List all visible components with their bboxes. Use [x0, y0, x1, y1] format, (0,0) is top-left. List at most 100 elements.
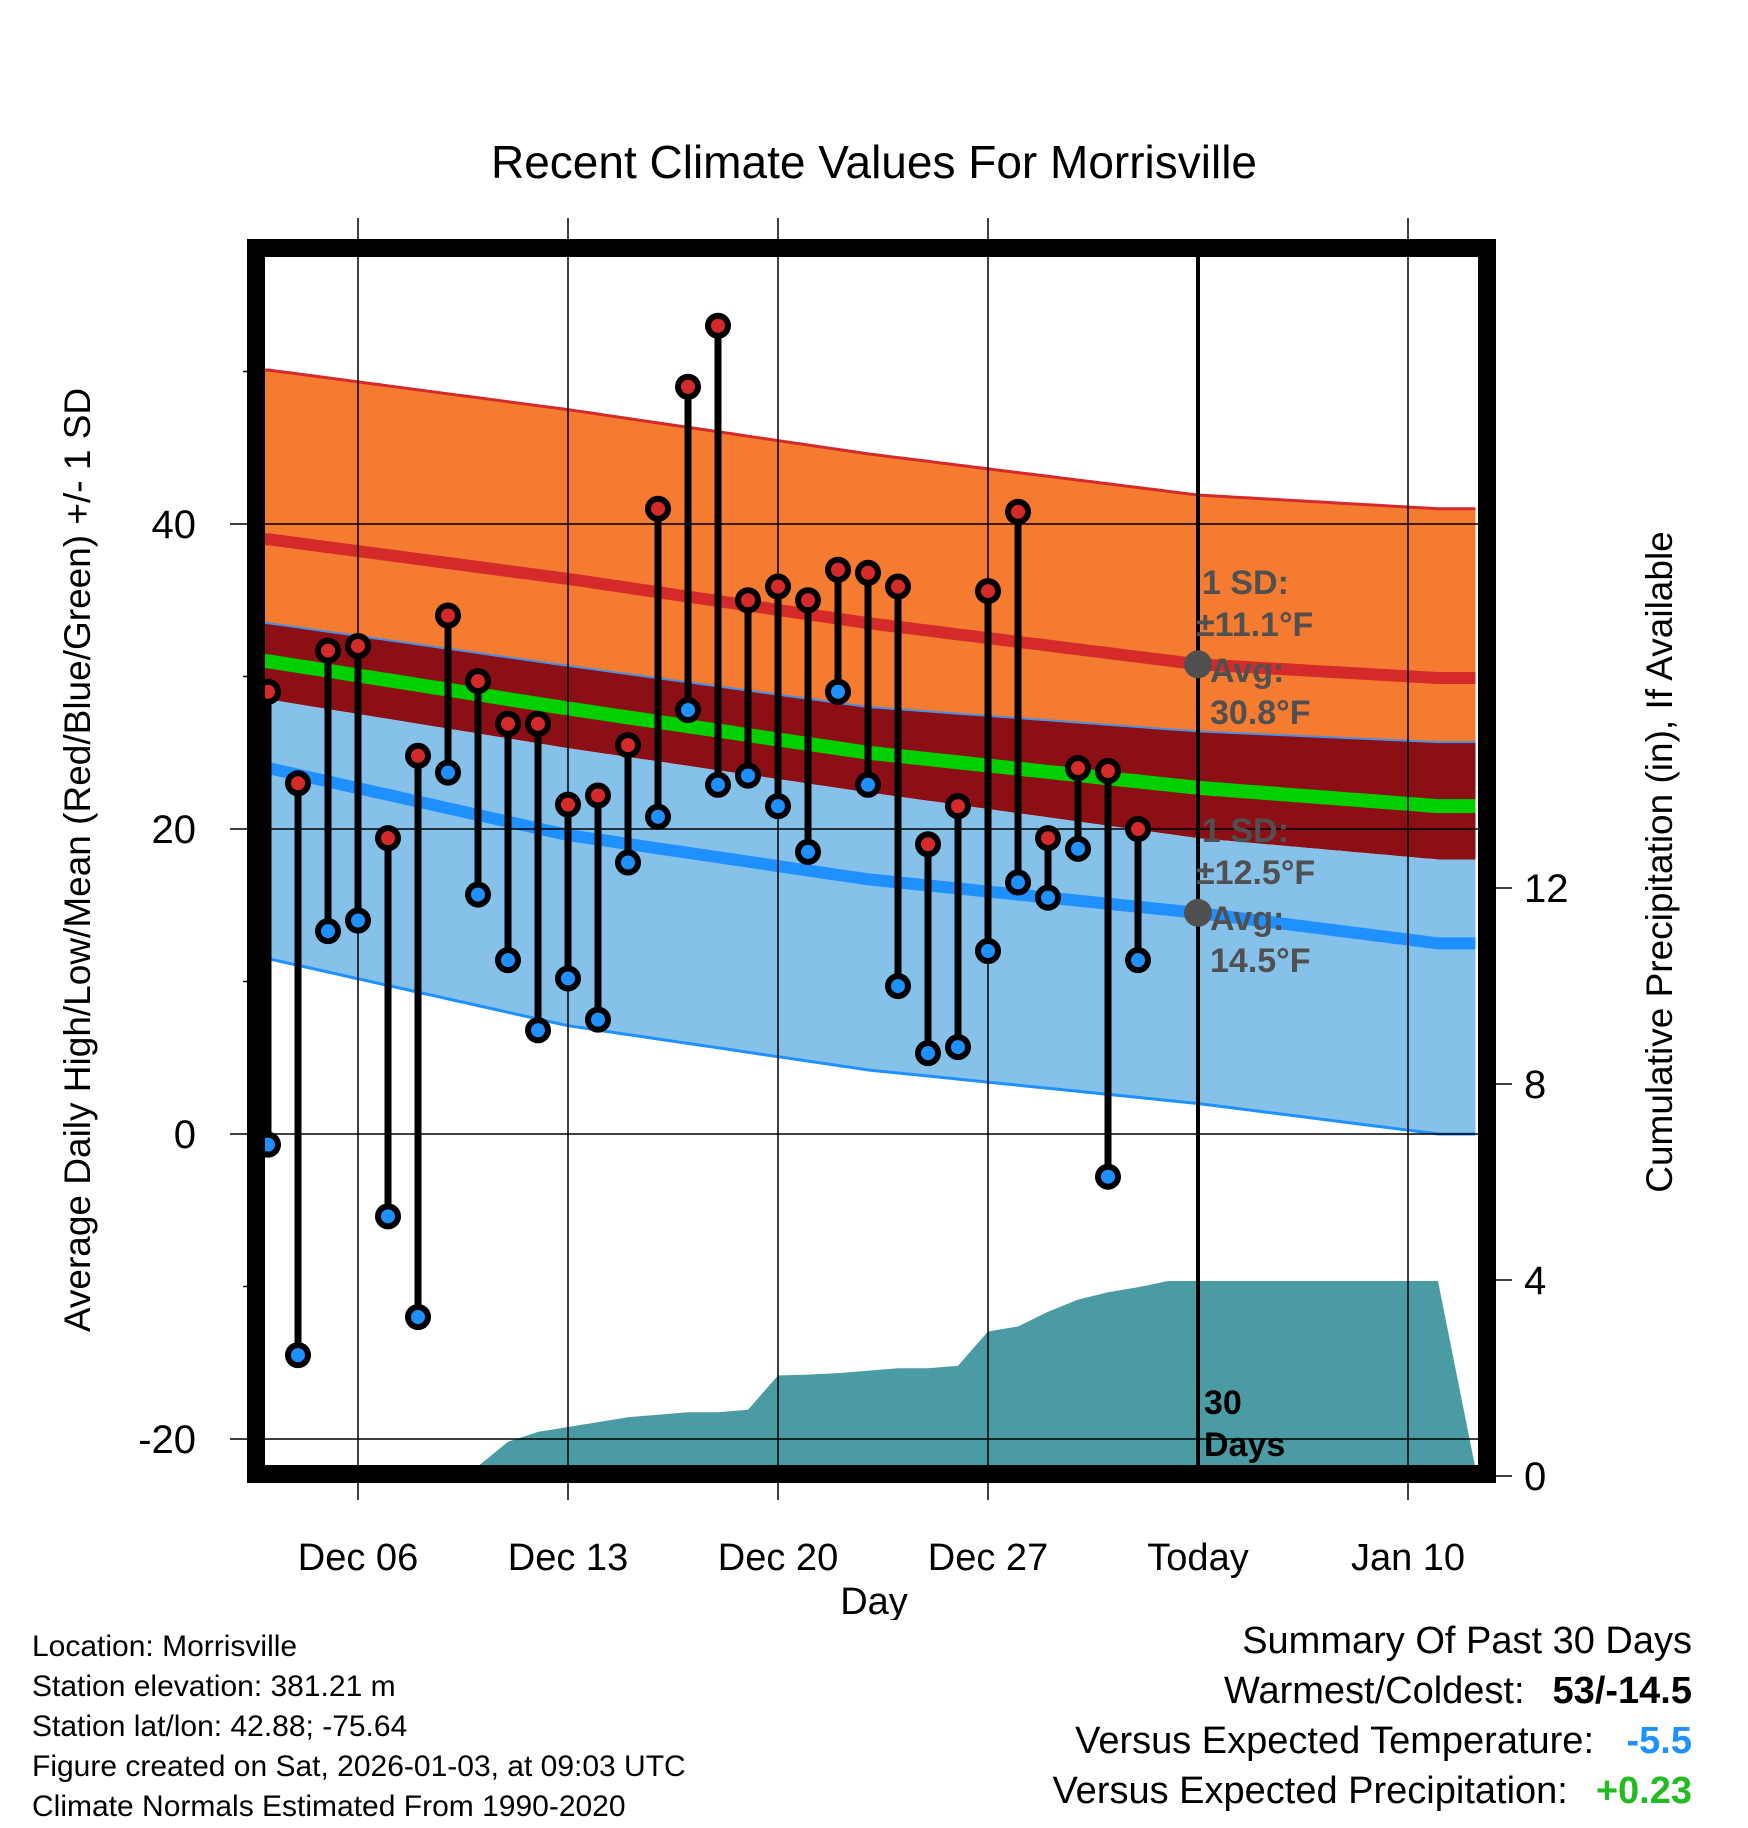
daily-high-point [1125, 816, 1151, 842]
daily-low-point [645, 803, 671, 830]
chart-title: Recent Climate Values For Morrisville [491, 136, 1257, 188]
low-avg-marker [1184, 898, 1212, 927]
daily-high-point [345, 633, 371, 659]
daily-high-point [405, 742, 431, 769]
low-sd-lower-line [253, 957, 1476, 1136]
daily-low-point [1065, 835, 1091, 862]
location-text: Location: Morrisville [32, 1630, 298, 1663]
daily-high-point [585, 782, 611, 809]
plot-frame [247, 239, 1496, 1483]
x-tick-label: Dec 13 [508, 1537, 628, 1579]
plot-area: 1 SD: ±11.1°F Avg: 30.8°F 1 SD: ±12.5°F Avg: 14… [138, 218, 1569, 1579]
precip-tick-label: 8 [1524, 1063, 1546, 1107]
precip-area [358, 1281, 1477, 1476]
station-info: Location: Morrisville Station elevation:… [32, 1627, 686, 1827]
elevation-text: Station elevation: 381.21 m [32, 1670, 396, 1703]
daily-low-point [705, 771, 731, 798]
daily-high-point [945, 793, 971, 820]
daily-low-point [405, 1304, 431, 1330]
daily-high-point [495, 710, 521, 737]
daily-high-point [885, 573, 911, 600]
y-tick-label: 40 [152, 503, 197, 547]
daily-low-point [1125, 947, 1151, 974]
y-tick-label: -20 [138, 1418, 196, 1462]
daily-low-point [735, 762, 761, 789]
warm-cold-label: Warmest/Coldest: [1223, 1670, 1525, 1712]
daily-high-point [1005, 498, 1031, 525]
daily-low-point [975, 938, 1001, 964]
low-sd-value: ±12.5°F [1196, 854, 1315, 892]
daily-high-point [855, 559, 881, 586]
high-sd-value: ±11.1°F [1196, 606, 1313, 644]
climate-chart: Recent Climate Values For Morrisville 1 … [57, 136, 1680, 1620]
high-sd-band [253, 370, 1476, 743]
warm-cold-value: 53/-14.5 [1552, 1670, 1692, 1712]
daily-high-point [615, 732, 641, 759]
daily-low-point [285, 1342, 311, 1369]
daily-high-point [465, 668, 491, 695]
daily-high-point [765, 573, 791, 600]
daily-low-point [855, 771, 881, 798]
daily-high-point [825, 556, 851, 583]
daily-low-point [1095, 1163, 1121, 1190]
daily-low-point [435, 759, 461, 786]
low-sd-label: 1 SD: [1202, 812, 1289, 850]
precip-delta-value: +0.23 [1595, 1770, 1692, 1812]
daily-low-point [675, 697, 701, 724]
daily-high-point [1065, 755, 1091, 781]
created-text: Figure created on Sat, 2026-01-03, at 09… [32, 1750, 686, 1783]
daily-high-point [645, 495, 671, 522]
latlon-text: Station lat/lon: 42.88; -75.64 [32, 1710, 408, 1743]
daily-low-point [885, 973, 911, 1000]
low-avg-value: 14.5°F [1210, 942, 1311, 980]
daily-high-point [975, 578, 1001, 605]
daily-high-point [1095, 758, 1121, 785]
daily-low-point [825, 678, 851, 705]
days-count-number: 30 [1204, 1384, 1242, 1422]
high-avg-marker [1184, 650, 1212, 679]
daily-low-point [615, 849, 641, 876]
x-axis-label: Day [840, 1581, 908, 1620]
x-tick-label: Today [1147, 1537, 1248, 1579]
daily-low-point [315, 918, 341, 945]
mean-sd-band [253, 623, 1476, 860]
x-tick-label: Jan 10 [1351, 1537, 1465, 1579]
temp-delta-value: -5.5 [1626, 1720, 1692, 1762]
daily-high-point [915, 831, 941, 858]
daily-low-point [765, 793, 791, 820]
x-tick-label: Dec 27 [928, 1537, 1048, 1579]
y-tick-label: 20 [152, 808, 197, 852]
daily-low-point [375, 1203, 401, 1230]
daily-high-point [795, 587, 821, 614]
daily-high-point [435, 602, 461, 629]
daily-low-point [1035, 884, 1061, 911]
summary-heading: Summary Of Past 30 Days [1242, 1620, 1692, 1662]
mean-sd-upper-line [253, 622, 1476, 744]
precip-tick-label: 12 [1524, 867, 1569, 911]
daily-high-point [315, 637, 341, 664]
precip-delta-label: Versus Expected Precipitation: [1052, 1770, 1568, 1812]
daily-high-point [705, 312, 731, 339]
normal-mean-line [253, 654, 1476, 814]
high-sd-label: 1 SD: [1202, 564, 1289, 602]
daily-low-point [345, 907, 371, 934]
low-avg-label: Avg: [1210, 900, 1284, 938]
daily-high-point [1035, 825, 1061, 852]
x-tick-label: Dec 20 [718, 1537, 838, 1579]
x-tick-label: Dec 06 [298, 1537, 418, 1579]
daily-low-point [585, 1006, 611, 1033]
daily-high-point [555, 791, 581, 818]
daily-low-point [795, 838, 821, 865]
daily-high-point [285, 770, 311, 797]
y-axis-label-right: Cumulative Precipitation (in), If Availa… [1639, 531, 1680, 1193]
high-avg-value: 30.8°F [1210, 694, 1311, 732]
daily-high-point [735, 587, 761, 614]
normal-high-line [253, 533, 1476, 684]
daily-low-point [945, 1034, 971, 1061]
daily-low-point [525, 1017, 551, 1044]
y-tick-label: 0 [174, 1113, 196, 1157]
daily-high-point [375, 825, 401, 852]
y-axis-label-left: Average Daily High/Low/Mean (Red/Blue/Gr… [57, 388, 98, 1332]
daily-low-point [555, 965, 581, 992]
high-sd-upper-line [253, 368, 1476, 511]
